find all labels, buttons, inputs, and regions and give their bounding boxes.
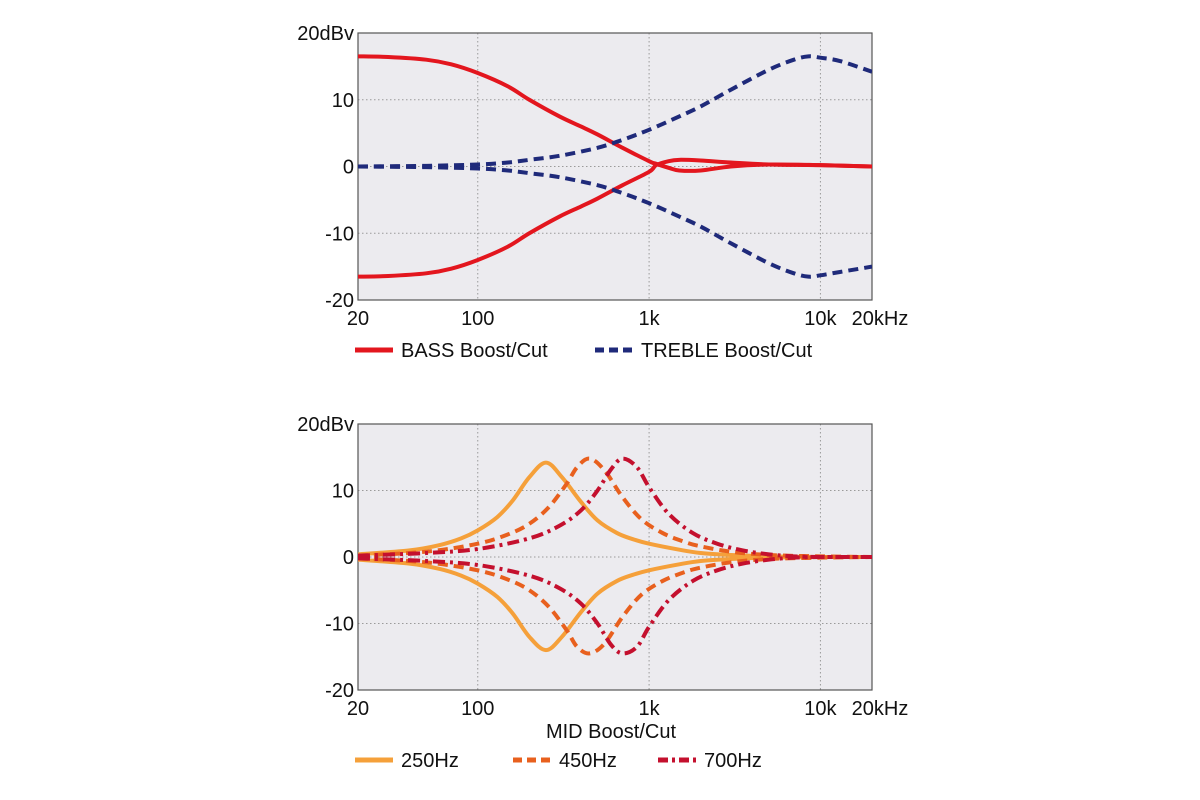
chart-0-x-tick-label: 20kHz	[852, 308, 909, 330]
chart-1-series-250hz-boost-curve	[358, 460, 872, 560]
chart-0-series-bass-boost-cut-cut-curve	[358, 157, 872, 279]
chart-1-legend-label: 250Hz	[401, 750, 459, 772]
chart-1-y-tick-label: -10	[325, 614, 354, 636]
chart-0-series-bass-boost-cut-boost-curve	[358, 54, 872, 173]
chart-1-series-450hz-cut-curve	[358, 555, 872, 656]
chart-0-series-treble-boost-cut-boost-curve	[358, 54, 872, 169]
chart-0-x-tick-label: 1k	[639, 308, 661, 330]
chart-1-x-tick-label: 20	[347, 698, 369, 720]
chart-1-x-tick-label: 100	[461, 698, 494, 720]
chart-1-x-tick-label: 20kHz	[852, 698, 909, 720]
chart-1-legend-label: 450Hz	[559, 750, 617, 772]
chart-0-series-treble-boost-cut-cut-curve	[358, 164, 872, 279]
chart-1-series-700hz-cut-curve	[358, 554, 872, 656]
chart-0-legend-label: TREBLE Boost/Cut	[641, 340, 813, 362]
chart-1-series-250hz-cut-curve	[358, 554, 872, 653]
chart-1-y-tick-label: 0	[343, 547, 354, 569]
chart-1-y-tick-label: 20dBv	[297, 414, 354, 436]
chart-0-y-tick-label: 10	[332, 90, 354, 112]
chart-1-x-tick-label: 10k	[804, 698, 837, 720]
chart-1-x-axis-title: MID Boost/Cut	[546, 721, 676, 743]
chart-1-y-tick-label: -20	[325, 680, 354, 702]
chart-1-series-450hz-boost-curve	[358, 456, 872, 559]
chart-0-y-tick-label: -20	[325, 290, 354, 312]
chart-0-y-tick-label: -10	[325, 223, 354, 245]
chart-1-legend-label: 700Hz	[704, 750, 762, 772]
chart-1-y-tick-label: 10	[332, 481, 354, 503]
chart-0-x-tick-label: 20	[347, 308, 369, 330]
chart-0-y-tick-label: 20dBv	[297, 23, 354, 45]
chart-1-x-tick-label: 1k	[639, 698, 661, 720]
chart-0-x-tick-label: 100	[461, 308, 494, 330]
chart-0-y-tick-label: 0	[343, 157, 354, 179]
chart-0-x-tick-label: 10k	[804, 308, 837, 330]
chart-0-legend-label: BASS Boost/Cut	[401, 340, 548, 362]
chart-1-series-700hz-boost-curve	[358, 456, 872, 560]
